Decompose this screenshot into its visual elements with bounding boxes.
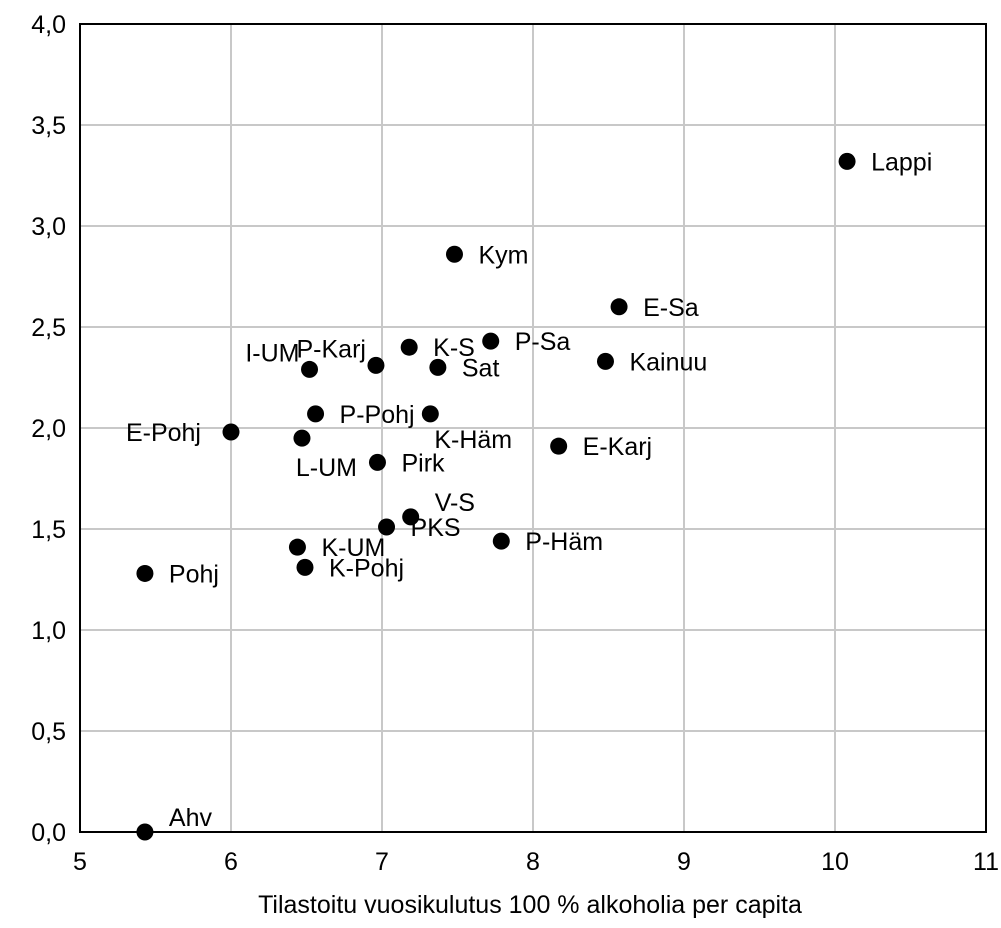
- y-tick-label: 2,5: [31, 314, 66, 342]
- data-point: [368, 453, 386, 471]
- y-tick-label: 0,5: [31, 718, 66, 746]
- data-point: [307, 405, 325, 423]
- point-label: K-S: [433, 334, 475, 362]
- data-point: [610, 298, 628, 316]
- data-point: [482, 332, 500, 350]
- plot-frame: [79, 23, 987, 833]
- data-point: [421, 405, 439, 423]
- point-label: Ahv: [169, 804, 213, 832]
- point-label: P-Sa: [515, 328, 571, 356]
- data-point: [301, 360, 319, 378]
- data-point: [429, 358, 447, 376]
- point-label: K-Pohj: [329, 554, 404, 582]
- point-label: E-Sa: [643, 294, 699, 322]
- y-tick-label: 3,5: [31, 112, 66, 140]
- data-point: [445, 245, 463, 263]
- data-point: [296, 558, 314, 576]
- point-label: E-Karj: [583, 433, 652, 461]
- data-point: [136, 823, 154, 841]
- y-axis: 0,0 0,5 1,0 1,5 2,0 2,5 3,0 3,5 4,0: [31, 11, 66, 847]
- data-point: [400, 338, 418, 356]
- y-tick-label: 4,0: [31, 11, 66, 39]
- x-tick-label: 11: [973, 848, 999, 876]
- point-label: Kym: [478, 241, 528, 269]
- point-label: L-UM: [296, 454, 357, 482]
- data-point: [838, 152, 856, 170]
- point-label: PKS: [411, 514, 461, 542]
- data-point: [222, 423, 240, 441]
- data-point: [402, 508, 420, 526]
- x-tick-label: 8: [526, 848, 540, 876]
- y-tick-label: 3,0: [31, 213, 66, 241]
- x-tick-label: 9: [677, 848, 691, 876]
- y-tick-label: 2,0: [31, 415, 66, 443]
- data-point: [492, 532, 510, 550]
- data-point: [293, 429, 311, 447]
- point-label: Pohj: [169, 560, 219, 588]
- point-label: K-Häm: [434, 426, 512, 454]
- data-point: [367, 356, 385, 374]
- point-label: P-Karj: [296, 335, 365, 363]
- x-axis-title: Tilastoitu vuosikulutus 100 % alkoholia …: [258, 891, 802, 919]
- point-label: V-S: [435, 489, 475, 517]
- data-point: [550, 437, 568, 455]
- y-tick-label: 0,0: [31, 819, 66, 847]
- x-axis: 5 6 7 8 9 10 11: [73, 848, 999, 876]
- point-label: Pirk: [401, 449, 445, 477]
- data-point: [288, 538, 306, 556]
- point-label: P-Häm: [525, 528, 603, 556]
- data-point: [136, 564, 154, 582]
- point-label: E-Pohj: [126, 419, 201, 447]
- point-label: P-Pohj: [340, 401, 415, 429]
- point-label: Lappi: [871, 148, 932, 176]
- y-tick-label: 1,0: [31, 617, 66, 645]
- point-label: Sat: [462, 354, 500, 382]
- grid: [79, 23, 987, 833]
- x-tick-label: 5: [73, 848, 87, 876]
- point-label: Kainuu: [629, 348, 707, 376]
- x-tick-label: 10: [821, 848, 849, 876]
- point-label: I-UM: [245, 339, 299, 367]
- x-tick-label: 6: [224, 848, 238, 876]
- data-point: [378, 518, 396, 536]
- y-tick-label: 1,5: [31, 516, 66, 544]
- point-label: K-UM: [321, 534, 385, 562]
- data-point: [596, 352, 614, 370]
- x-tick-label: 7: [375, 848, 389, 876]
